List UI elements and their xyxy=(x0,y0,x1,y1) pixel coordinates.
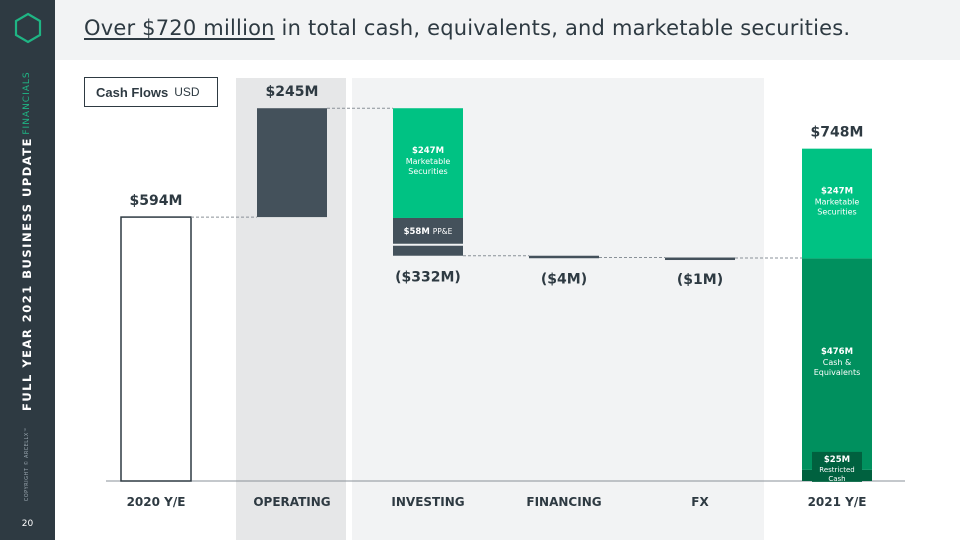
sublabel-investing-marketable-securities-0: Marketable xyxy=(406,157,451,166)
sublabel-2021-y-e-cash-and-equivalents-1: Equivalents xyxy=(814,368,861,377)
sublabel-2021-y-e-marketable-securities-1: Securities xyxy=(817,208,856,217)
sublabel-2021-y-e-restricted-cash-0: Restricted xyxy=(819,466,854,474)
tick-label-fx: FX xyxy=(691,495,709,509)
value-label-financing: ($4M) xyxy=(541,272,587,288)
bar-2020-y-e xyxy=(120,216,192,482)
bar-2021-y-e-cash-and-equivalents xyxy=(802,258,872,470)
headline-highlight: Over $720 million xyxy=(84,16,275,40)
value-label-operating: $245M xyxy=(266,84,319,100)
restricted-cash-label-bg xyxy=(812,451,862,482)
bar-fx xyxy=(665,257,735,261)
sublabel-investing-marketable-securities-1: Securities xyxy=(408,167,447,176)
data-label-2021-y-e-marketable-securities: $247M xyxy=(821,187,853,197)
value-label-2021-y-e: $748M xyxy=(811,125,864,141)
legend-label: Cash Flows xyxy=(96,84,169,100)
bar-operating xyxy=(257,108,327,218)
data-label-2021-y-e-restricted-cash: $25M xyxy=(824,455,850,465)
sublabel-2021-y-e-restricted-cash-1: Cash xyxy=(828,475,845,483)
hexagon-logo-icon xyxy=(14,12,42,44)
tick-label-2020-y-e: 2020 Y/E xyxy=(127,495,186,509)
value-label-2020-y-e: $594M xyxy=(130,193,183,209)
value-label-investing: ($332M) xyxy=(395,270,461,286)
legend-unit: USD xyxy=(174,85,200,99)
bar-financing xyxy=(529,255,599,259)
sublabel-2021-y-e-cash-and-equivalents-0: Cash & xyxy=(823,358,852,367)
tick-label-2021-y-e: 2021 Y/E xyxy=(808,495,867,509)
page-number: 20 xyxy=(21,519,34,529)
value-label-fx: ($1M) xyxy=(677,272,723,288)
bar-2021-y-e-marketable-securities xyxy=(802,148,872,259)
sidebar: FINANCIALS FULL YEAR 2021 BUSINESS UPDAT… xyxy=(0,0,55,540)
headline-rest: in total cash, equivalents, and marketab… xyxy=(274,16,851,40)
bar-investing-ppande xyxy=(393,217,463,244)
sublabel-2021-y-e-marketable-securities-0: Marketable xyxy=(815,198,860,207)
legend-box: Cash Flows USD xyxy=(84,77,218,107)
data-label-2021-y-e-cash-and-equivalents: $476M xyxy=(821,347,853,357)
data-label-investing-ppande: $58M PP&E xyxy=(404,227,453,237)
bar-investing-marketable-securities xyxy=(393,108,463,218)
page-title: Over $720 million in total cash, equival… xyxy=(84,16,850,40)
tick-label-operating: OPERATING xyxy=(253,495,330,509)
bar-investing-other xyxy=(393,245,463,256)
tick-label-financing: FINANCING xyxy=(526,495,601,509)
header-band xyxy=(55,0,960,60)
tick-label-investing: INVESTING xyxy=(391,495,464,509)
data-label-investing-marketable-securities: $247M xyxy=(412,146,444,156)
